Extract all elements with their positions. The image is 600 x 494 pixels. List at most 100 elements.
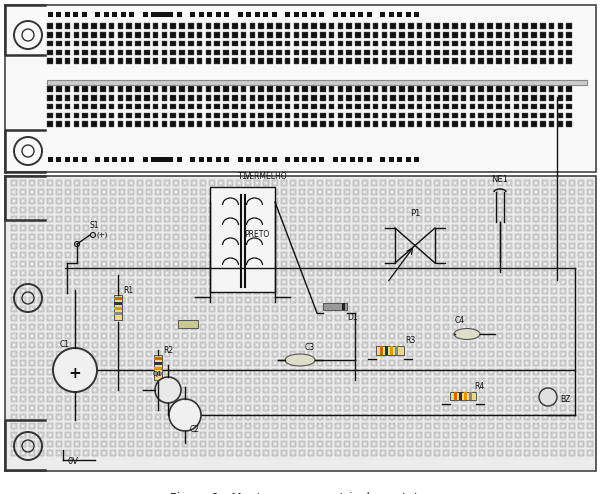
Bar [308, 198, 314, 204]
Bar [364, 407, 366, 409]
Bar [308, 243, 314, 249]
Bar [202, 254, 204, 256]
Bar [211, 281, 213, 283]
Bar [560, 189, 566, 195]
Bar [364, 326, 366, 328]
Bar [13, 200, 15, 202]
Bar [344, 351, 350, 357]
Bar [241, 50, 247, 55]
Bar [355, 50, 361, 55]
Bar [452, 180, 458, 186]
Bar [328, 416, 330, 418]
Bar [382, 86, 387, 92]
Bar [382, 227, 384, 229]
Bar [170, 95, 176, 101]
Bar [56, 396, 62, 402]
Bar [373, 344, 375, 346]
Bar [346, 434, 348, 436]
Bar [110, 405, 116, 411]
Bar [443, 342, 449, 348]
Bar [587, 261, 593, 267]
Bar [454, 191, 456, 193]
Bar [416, 414, 422, 420]
Bar [463, 335, 465, 337]
Bar [452, 225, 458, 231]
Bar [13, 362, 15, 364]
Bar [452, 288, 458, 294]
Bar [94, 227, 96, 229]
Bar [31, 263, 33, 265]
Bar [320, 23, 326, 29]
Bar [497, 414, 503, 420]
Bar [587, 297, 593, 303]
Bar [553, 335, 555, 337]
Bar [508, 290, 510, 292]
Bar [256, 191, 258, 193]
Bar [391, 50, 396, 55]
Bar [580, 272, 582, 274]
Bar [470, 32, 475, 38]
Bar [425, 387, 431, 393]
Bar [211, 290, 213, 292]
Bar [472, 362, 474, 364]
Bar [443, 86, 449, 92]
Bar [389, 189, 395, 195]
Bar [397, 12, 402, 17]
Bar [571, 371, 573, 373]
Bar [218, 270, 224, 276]
Bar [67, 317, 69, 319]
Bar [362, 261, 368, 267]
Bar [166, 272, 168, 274]
Bar [83, 414, 89, 420]
Bar [371, 414, 377, 420]
Bar [524, 396, 530, 402]
Bar [355, 371, 357, 373]
Bar [161, 41, 167, 46]
Bar [92, 387, 98, 393]
Bar [227, 315, 233, 321]
Bar [236, 270, 242, 276]
Bar [112, 416, 114, 418]
Bar [326, 450, 332, 456]
Bar [382, 335, 384, 337]
Bar [488, 396, 494, 402]
Bar [299, 189, 305, 195]
Bar [236, 423, 242, 429]
Bar [166, 416, 168, 418]
Bar [317, 180, 323, 186]
Bar [416, 225, 422, 231]
Bar [74, 198, 80, 204]
Bar [31, 452, 33, 454]
Bar [317, 360, 323, 366]
Bar [74, 104, 79, 109]
Bar [67, 227, 69, 229]
Bar [74, 396, 80, 402]
Bar [499, 353, 501, 355]
Bar [157, 425, 159, 427]
Bar [29, 180, 35, 186]
Bar [526, 272, 528, 274]
Bar [508, 380, 510, 382]
Bar [380, 387, 386, 393]
Bar [281, 216, 287, 222]
Bar [337, 416, 339, 418]
Bar [526, 344, 528, 346]
Bar [569, 279, 575, 285]
Bar [229, 380, 231, 382]
Bar [274, 434, 276, 436]
Bar [173, 342, 179, 348]
Bar [47, 180, 53, 186]
Bar [335, 234, 341, 240]
Bar [562, 335, 564, 337]
Bar [497, 243, 503, 249]
Bar [481, 290, 483, 292]
Bar [346, 32, 352, 38]
Bar [285, 86, 290, 92]
Bar [371, 369, 377, 375]
Bar [364, 218, 366, 220]
Bar [137, 279, 143, 285]
Bar [308, 441, 314, 447]
Bar [119, 405, 125, 411]
Bar [94, 416, 96, 418]
Bar [400, 335, 402, 337]
